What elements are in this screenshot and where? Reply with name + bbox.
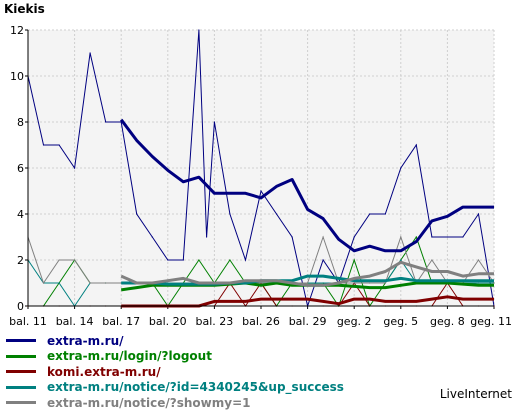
data-point <box>415 236 417 238</box>
x-tick-label: bal. 14 <box>56 315 94 328</box>
data-point <box>322 236 324 238</box>
data-point <box>322 259 324 261</box>
y-tick-label: 6 <box>17 162 24 175</box>
data-point <box>198 29 200 31</box>
data-point <box>353 282 355 284</box>
x-tick-label: bal. 29 <box>289 315 327 328</box>
data-point <box>58 282 60 284</box>
legend-swatch <box>6 385 36 389</box>
legend-label: extra-m.ru/notice/?showmy=1 <box>47 395 251 410</box>
data-point <box>415 144 417 146</box>
data-point <box>136 213 138 215</box>
data-point <box>260 190 262 192</box>
data-point <box>322 282 324 284</box>
data-point <box>182 259 184 261</box>
series-average-line-4 <box>120 260 494 287</box>
legend-swatch <box>6 401 36 405</box>
data-point <box>105 282 107 284</box>
data-point <box>477 259 480 261</box>
data-point <box>307 282 309 284</box>
data-point <box>151 236 153 238</box>
y-tick-label: 10 <box>10 70 24 83</box>
legend-item: komi.extra-m.ru/ <box>6 364 344 380</box>
y-tick-label: 12 <box>10 24 24 37</box>
data-point <box>42 282 45 284</box>
data-point <box>369 213 371 215</box>
data-point <box>493 282 495 284</box>
series-lines <box>27 29 495 308</box>
data-point <box>42 144 45 146</box>
x-tick-label: bal. 23 <box>196 315 234 328</box>
data-point <box>384 213 386 215</box>
data-point <box>58 259 60 261</box>
y-tick-label: 4 <box>17 208 24 221</box>
data-point <box>369 282 371 284</box>
data-point <box>74 259 76 261</box>
data-point <box>446 236 448 238</box>
legend-swatch <box>6 354 36 358</box>
data-point <box>105 121 107 123</box>
data-point <box>167 259 169 261</box>
y-axis-ticks: 0 2 4 6 8 10 12 <box>10 24 28 313</box>
x-tick-label: bal. 26 <box>242 315 280 328</box>
data-point <box>431 259 433 261</box>
data-point <box>291 236 293 238</box>
legend-label: extra-m.ru/notice/?id=4340245&up_success <box>47 380 344 395</box>
legend-swatch <box>6 370 36 374</box>
data-point <box>58 144 60 146</box>
data-point <box>213 121 215 123</box>
data-point <box>462 236 464 238</box>
legend-item: extra-m.ru/login/?logout <box>6 349 344 365</box>
data-point <box>206 236 208 238</box>
x-axis-ticks: bal. 11 bal. 14 bal. 17 bal. 20 bal. 23 bal. … <box>9 306 512 328</box>
data-point <box>198 259 200 261</box>
legend-item: extra-m.ru/notice/?id=4340245&up_success <box>6 380 344 396</box>
legend-item: extra-m.ru/notice/?showmy=1 <box>6 395 344 411</box>
series-average-line-0 <box>119 118 494 253</box>
legend-label: extra-m.ru/login/?logout <box>47 349 212 364</box>
data-point <box>400 167 402 169</box>
data-point <box>353 236 355 238</box>
series-daily-line-0 <box>27 29 495 308</box>
data-point <box>477 213 480 215</box>
data-point <box>74 167 76 169</box>
legend-label: extra-m.ru/ <box>47 333 124 348</box>
data-point <box>477 282 480 284</box>
legend-label: komi.extra-m.ru/ <box>47 364 161 379</box>
y-tick-label: 0 <box>17 300 24 313</box>
data-point <box>260 282 262 284</box>
data-point <box>244 259 247 261</box>
data-point <box>229 213 231 215</box>
data-point <box>89 282 91 284</box>
data-point <box>275 213 278 215</box>
data-point <box>384 282 386 284</box>
y-tick-label: 8 <box>17 116 24 129</box>
chart-title: Kiekis <box>4 2 45 16</box>
legend-item: extra-m.ru/ <box>6 333 344 349</box>
legend-swatch <box>6 339 36 343</box>
series-average-line-3 <box>121 274 494 286</box>
x-tick-label: bal. 11 <box>9 315 47 328</box>
data-point <box>353 259 355 261</box>
y-tick-label: 2 <box>17 254 24 267</box>
data-point <box>431 236 433 238</box>
x-tick-label: geg. 5 <box>383 315 418 328</box>
brand-label: LiveInternet <box>439 387 512 401</box>
data-point <box>229 259 231 261</box>
data-point <box>89 52 91 54</box>
x-tick-label: bal. 20 <box>149 315 187 328</box>
x-tick-label: geg. 11 <box>470 315 512 328</box>
data-point <box>400 236 402 238</box>
x-tick-label: bal. 17 <box>102 315 140 328</box>
x-tick-label: geg. 8 <box>430 315 465 328</box>
data-point <box>400 259 402 261</box>
x-tick-label: geg. 2 <box>337 315 372 328</box>
legend: extra-m.ru/extra-m.ru/login/?logout komi.… <box>6 333 344 411</box>
